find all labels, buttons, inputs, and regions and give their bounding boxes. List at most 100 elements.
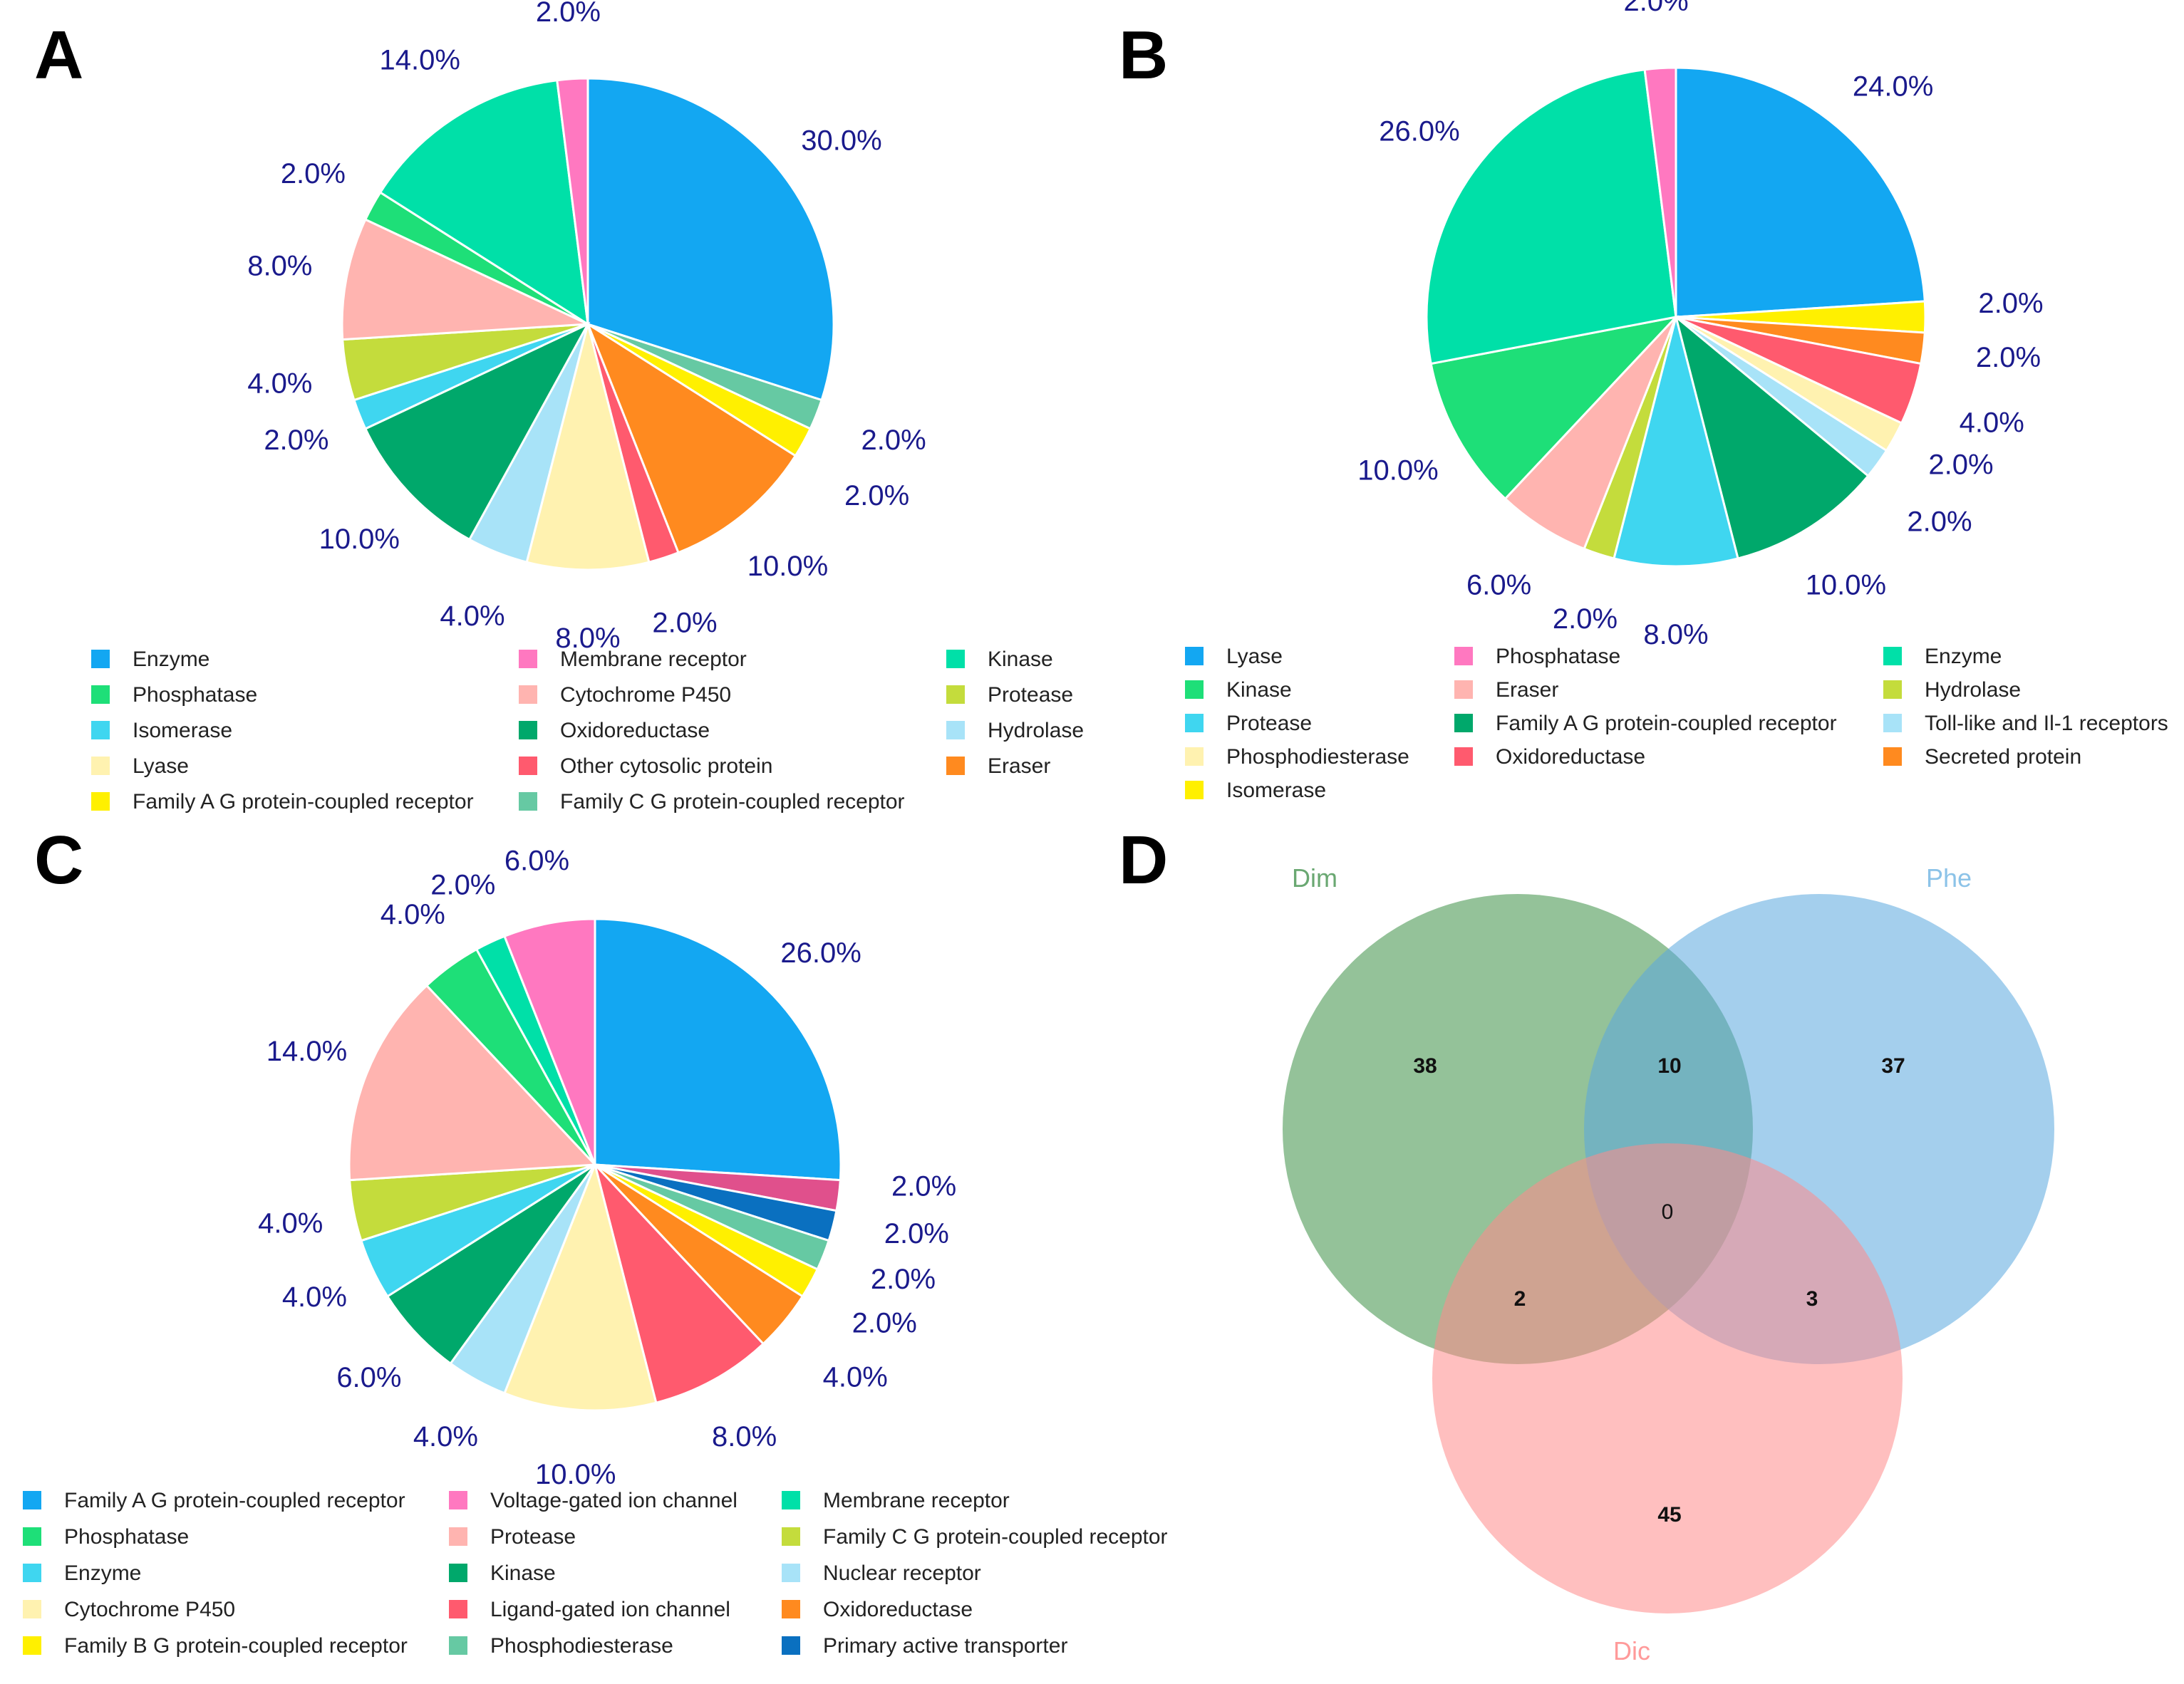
pie-a-slice-0	[586, 77, 835, 402]
legend-a-swatch-5	[519, 650, 537, 668]
pie-c-label-2: 2.0%	[884, 1218, 949, 1249]
venn-region-dim: 38	[1413, 1054, 1437, 1078]
pie-c-label-9: 6.0%	[336, 1362, 401, 1393]
pie-c-label-12: 14.0%	[266, 1036, 347, 1067]
legend-b-swatch-8	[1454, 747, 1473, 766]
legend-c-label-6: Protease	[490, 1525, 576, 1549]
legend-a-swatch-0	[91, 650, 110, 668]
venn-diagram-d: Dim Phe Dic 38 37 45 10 2 3 0	[1283, 863, 2054, 1665]
legend-c-swatch-11	[782, 1527, 800, 1546]
pie-b-label-7: 8.0%	[1643, 619, 1708, 650]
legend-b-label-6: Eraser	[1496, 678, 1558, 702]
legend-b-label-12: Secreted protein	[1925, 745, 2081, 769]
pie-c-slice-0	[594, 918, 842, 1182]
pie-a-label-2: 2.0%	[844, 480, 909, 511]
pie-a-slice-3	[585, 321, 797, 554]
venn-circle-dic	[1432, 1143, 1903, 1613]
legend-a-label-6: Cytochrome P450	[560, 683, 731, 707]
pie-a-slice-10	[341, 218, 589, 341]
pie-c-slice-9	[385, 1163, 596, 1366]
legend-a-label-0: Enzyme	[133, 648, 209, 671]
legend-a-label-1: Phosphatase	[133, 683, 257, 707]
legend-c-label-12: Nuclear receptor	[823, 1561, 981, 1585]
pie-a-label-1: 2.0%	[861, 425, 926, 456]
legend-c-label-0: Family A G protein-coupled receptor	[64, 1489, 405, 1512]
pie-c-label-10: 4.0%	[282, 1282, 347, 1313]
legend-b-swatch-5	[1454, 647, 1473, 665]
legend-c-swatch-9	[449, 1636, 467, 1655]
venn-region-dim-dic: 2	[1514, 1287, 1526, 1311]
pie-a-label-11: 2.0%	[281, 158, 346, 189]
legend-c-label-9: Phosphodiesterase	[490, 1634, 673, 1658]
legend-c-label-7: Kinase	[490, 1561, 556, 1585]
pie-chart-b: 24.0% 2.0% 2.0% 4.0% 2.0% 2.0% 10.0% 8.0% 2.0% 6.…	[1357, 0, 2043, 650]
legend-a-swatch-8	[519, 757, 537, 775]
legend-b-swatch-3	[1185, 747, 1204, 766]
panel-label-d: D	[1119, 822, 1168, 898]
legend-c-label-14: Primary active transporter	[823, 1634, 1067, 1658]
legend-a-label-12: Hydrolase	[988, 719, 1084, 742]
legend-b-swatch-11	[1883, 714, 1902, 732]
pie-b-label-11: 26.0%	[1379, 115, 1459, 147]
pie-a-slice-5	[525, 323, 651, 571]
legend-b-label-2: Protease	[1226, 712, 1312, 735]
pie-a-label-9: 4.0%	[247, 368, 312, 399]
pie-b-label-1: 2.0%	[1978, 288, 2043, 319]
pie-c-label-14: 2.0%	[430, 869, 495, 900]
legend-c: Family A G protein-coupled receptor Phosp…	[23, 1489, 1168, 1658]
panel-label-b: B	[1119, 17, 1168, 93]
legend-c-label-13: Oxidoreductase	[823, 1598, 973, 1621]
pie-c-label-11: 4.0%	[258, 1208, 323, 1239]
pie-a-label-5: 8.0%	[555, 623, 620, 654]
pie-b-slice-0	[1675, 66, 1926, 318]
pie-a-slice-7	[363, 321, 591, 541]
pie-a-label-12: 14.0%	[379, 45, 460, 76]
legend-b-swatch-12	[1883, 747, 1902, 766]
legend-a-label-7: Oxidoreductase	[560, 719, 710, 742]
legend-c-label-10: Membrane receptor	[823, 1489, 1010, 1512]
legend-c-swatch-8	[449, 1600, 467, 1618]
legend-b-label-1: Kinase	[1226, 678, 1292, 702]
pie-chart-c: 26.0%2.0%2.0%2.0%2.0%4.0%8.0%10.0%4.0%6.…	[258, 846, 956, 1490]
legend-c-swatch-0	[23, 1491, 41, 1509]
legend-a: Enzyme Phosphatase Isomerase Lyase Family A …	[91, 648, 1084, 814]
pie-c-slice-6	[594, 1163, 765, 1404]
venn-region-dim-phe-dic: 0	[1662, 1200, 1674, 1224]
legend-a-label-2: Isomerase	[133, 719, 232, 742]
legend-c-swatch-1	[23, 1527, 41, 1546]
pie-b-slice-11	[1425, 68, 1677, 365]
pie-b-label-2: 2.0%	[1976, 342, 2041, 373]
pie-c-label-0: 26.0%	[780, 937, 861, 969]
legend-c-label-3: Cytochrome P450	[64, 1598, 235, 1621]
legend-c-swatch-10	[782, 1491, 800, 1509]
legend-c-swatch-2	[23, 1564, 41, 1582]
legend-a-swatch-3	[91, 757, 110, 775]
pie-c-label-3: 2.0%	[871, 1264, 936, 1295]
legend-a-swatch-9	[519, 792, 537, 811]
venn-region-phe: 37	[1881, 1054, 1905, 1078]
venn-set-label-dic: Dic	[1613, 1636, 1650, 1665]
legend-a-swatch-6	[519, 685, 537, 704]
panel-label-c: C	[34, 822, 83, 898]
venn-region-phe-dic: 3	[1806, 1287, 1818, 1311]
legend-b-label-7: Family A G protein-coupled receptor	[1496, 712, 1837, 735]
pie-a-label-8: 2.0%	[264, 425, 328, 456]
legend-a-swatch-2	[91, 721, 110, 739]
legend-c-swatch-4	[23, 1636, 41, 1655]
legend-a-label-9: Family C G protein-coupled receptor	[560, 790, 905, 814]
pie-a-slice-12	[378, 79, 589, 326]
legend-b: Lyase Kinase Protease Phosphodiesterase Isom…	[1185, 645, 2168, 802]
legend-c-label-4: Family B G protein-coupled receptor	[64, 1634, 408, 1658]
pie-a-slice-13	[556, 77, 589, 325]
legend-b-swatch-7	[1454, 714, 1473, 732]
legend-c-label-1: Phosphatase	[64, 1525, 189, 1549]
pie-a-label-13: 2.0%	[536, 0, 601, 28]
legend-c-swatch-5	[449, 1491, 467, 1509]
legend-b-swatch-2	[1185, 714, 1204, 732]
pie-b-slice-10	[1429, 315, 1680, 501]
legend-b-label-8: Oxidoreductase	[1496, 745, 1645, 769]
legend-a-label-4: Family A G protein-coupled receptor	[133, 790, 474, 814]
pie-b-label-3: 4.0%	[1960, 407, 2024, 439]
legend-b-swatch-4	[1185, 781, 1204, 799]
legend-a-label-10: Kinase	[988, 648, 1053, 671]
